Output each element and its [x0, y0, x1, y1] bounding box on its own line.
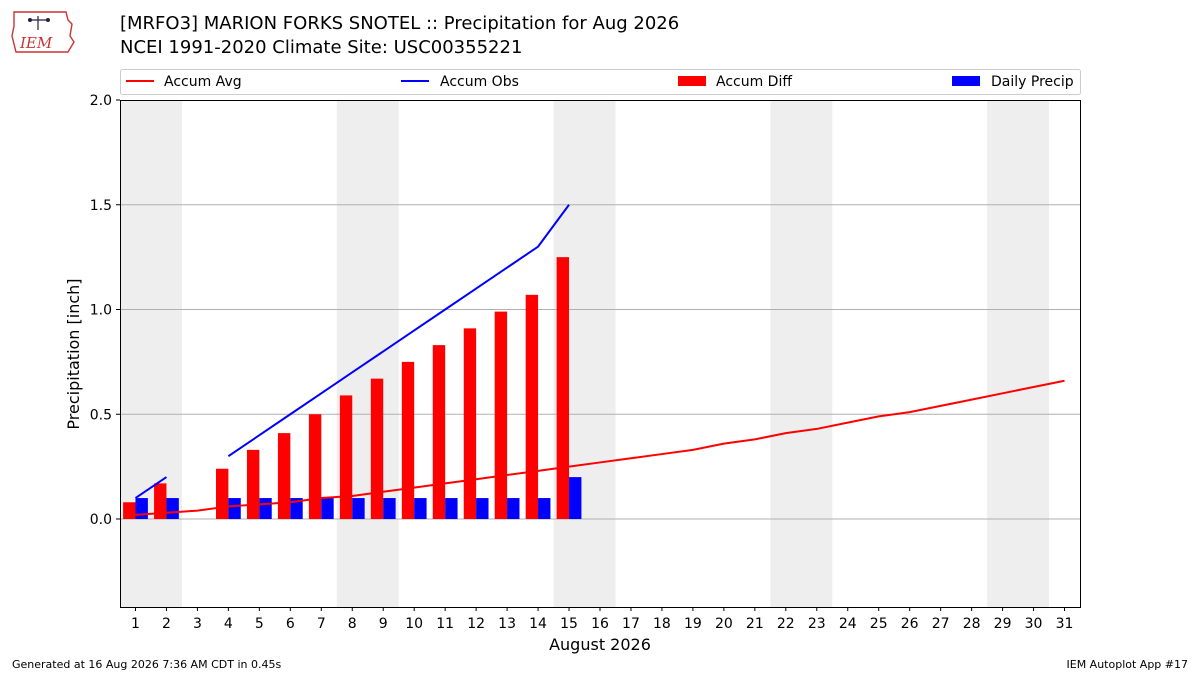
daily-precip-bar	[259, 498, 272, 520]
legend-item-accum-diff: Accum Diff	[678, 74, 792, 90]
y-tick-label: 0.0	[90, 512, 112, 528]
daily-precip-bar	[569, 477, 582, 520]
y-tick-label: 1.0	[90, 303, 112, 319]
x-tick-label: 18	[653, 616, 671, 632]
x-tick-label: 5	[255, 616, 264, 632]
accum-diff-bar	[246, 449, 260, 520]
weekend-band	[770, 100, 833, 607]
x-tick-label: 23	[808, 616, 826, 632]
daily-precip-bar	[414, 498, 427, 520]
x-tick-label: 14	[529, 616, 547, 632]
daily-precip-bar	[352, 498, 365, 520]
accum-diff-bar	[370, 378, 384, 520]
daily-precip-bar	[290, 498, 303, 520]
x-tick-label: 25	[870, 616, 888, 632]
daily-precip-bar	[538, 498, 551, 520]
x-tick-label: 7	[317, 616, 326, 632]
weekend-bands	[120, 100, 1050, 607]
logo-text: IEM	[19, 34, 53, 52]
app-credit: IEM Autoplot App #17	[1066, 658, 1189, 671]
x-tick-label: 24	[839, 616, 857, 632]
x-tick-label: 27	[932, 616, 950, 632]
x-axis-label: August 2026	[549, 635, 651, 654]
accum-diff-bar	[339, 395, 353, 520]
weekend-band	[120, 100, 182, 607]
accum-obs-line	[227, 204, 570, 457]
legend-item-daily-precip: Daily Precip	[952, 74, 1074, 90]
daily-precip-bar	[135, 498, 148, 520]
accum-diff-bar	[556, 257, 570, 520]
x-tick-label: 22	[777, 616, 795, 632]
x-tick-label: 17	[622, 616, 640, 632]
x-axis: 1 2 3 4 5 6 7 8 9 10 11 12 13 14 15 16 17 18 19 20 21 22 23 24 2…	[131, 607, 1073, 632]
y-axis: 0.0 0.5 1.0 1.5 2.0	[90, 93, 120, 528]
line-series	[134, 204, 1065, 516]
accum-diff-bar	[277, 433, 291, 520]
legend-label-accum-obs: Accum Obs	[440, 74, 519, 90]
y-axis-label: Precipitation [inch]	[64, 278, 83, 429]
accum-diff-bar	[494, 311, 508, 520]
legend: Accum Avg Accum Obs Accum Diff Daily Pre…	[120, 69, 1081, 95]
x-tick-label: 21	[746, 616, 764, 632]
x-tick-label: 6	[286, 616, 295, 632]
accum-diff-bar	[308, 414, 322, 520]
legend-item-accum-avg: Accum Avg	[126, 74, 242, 90]
daily-precip-bar	[228, 498, 241, 520]
generated-timestamp: Generated at 16 Aug 2026 7:36 AM CDT in …	[12, 658, 282, 671]
iem-logo-icon: IEM	[11, 11, 75, 53]
accum-diff-bar	[216, 468, 229, 520]
accum-diff-bar	[154, 483, 167, 520]
x-tick-label: 12	[467, 616, 485, 632]
legend-label-accum-diff: Accum Diff	[716, 74, 792, 90]
x-tick-label: 20	[715, 616, 733, 632]
y-tick-label: 0.5	[90, 407, 112, 423]
x-tick-label: 13	[498, 616, 516, 632]
accum-avg-line	[135, 379, 1065, 516]
x-tick-label: 9	[379, 616, 388, 632]
x-tick-label: 16	[591, 616, 609, 632]
legend-label-accum-avg: Accum Avg	[164, 74, 242, 90]
y-tick-label: 1.5	[90, 198, 112, 214]
x-tick-label: 4	[224, 616, 233, 632]
x-tick-label: 3	[193, 616, 202, 632]
chart-subtitle: NCEI 1991-2020 Climate Site: USC00355221	[120, 37, 523, 58]
daily-precip-bar	[445, 498, 458, 520]
accum-diff-bar	[123, 502, 136, 520]
daily-precip-bar	[507, 498, 520, 520]
accum-diff-bar	[525, 294, 539, 520]
legend-frame	[120, 69, 1081, 95]
daily-precip-bar	[476, 498, 489, 520]
accum-obs-line	[134, 476, 168, 499]
accum-diff-bar	[432, 345, 446, 520]
daily-precip-bar	[166, 498, 179, 520]
x-tick-label: 26	[901, 616, 919, 632]
x-tick-label: 2	[162, 616, 171, 632]
x-tick-label: 30	[1025, 616, 1043, 632]
weekend-band	[336, 100, 399, 607]
daily-precip-bar	[321, 498, 334, 520]
x-tick-label: 15	[560, 616, 578, 632]
x-tick-label: 1	[131, 616, 140, 632]
legend-label-daily-precip: Daily Precip	[991, 74, 1074, 90]
x-tick-label: 28	[963, 616, 981, 632]
x-tick-label: 11	[436, 616, 454, 632]
legend-item-accum-obs: Accum Obs	[401, 74, 519, 90]
daily-precip-bar	[383, 498, 396, 520]
chart-title: [MRFO3] MARION FORKS SNOTEL :: Precipita…	[120, 13, 680, 34]
accum-diff-bar	[463, 328, 477, 520]
x-tick-label: 31	[1056, 616, 1074, 632]
bar-series	[123, 257, 582, 520]
accum-diff-bar	[401, 361, 415, 520]
weekend-band	[987, 100, 1050, 607]
y-tick-label: 2.0	[90, 93, 112, 109]
x-tick-label: 29	[994, 616, 1012, 632]
x-tick-label: 10	[405, 616, 423, 632]
x-tick-label: 19	[684, 616, 702, 632]
x-tick-label: 8	[348, 616, 357, 632]
